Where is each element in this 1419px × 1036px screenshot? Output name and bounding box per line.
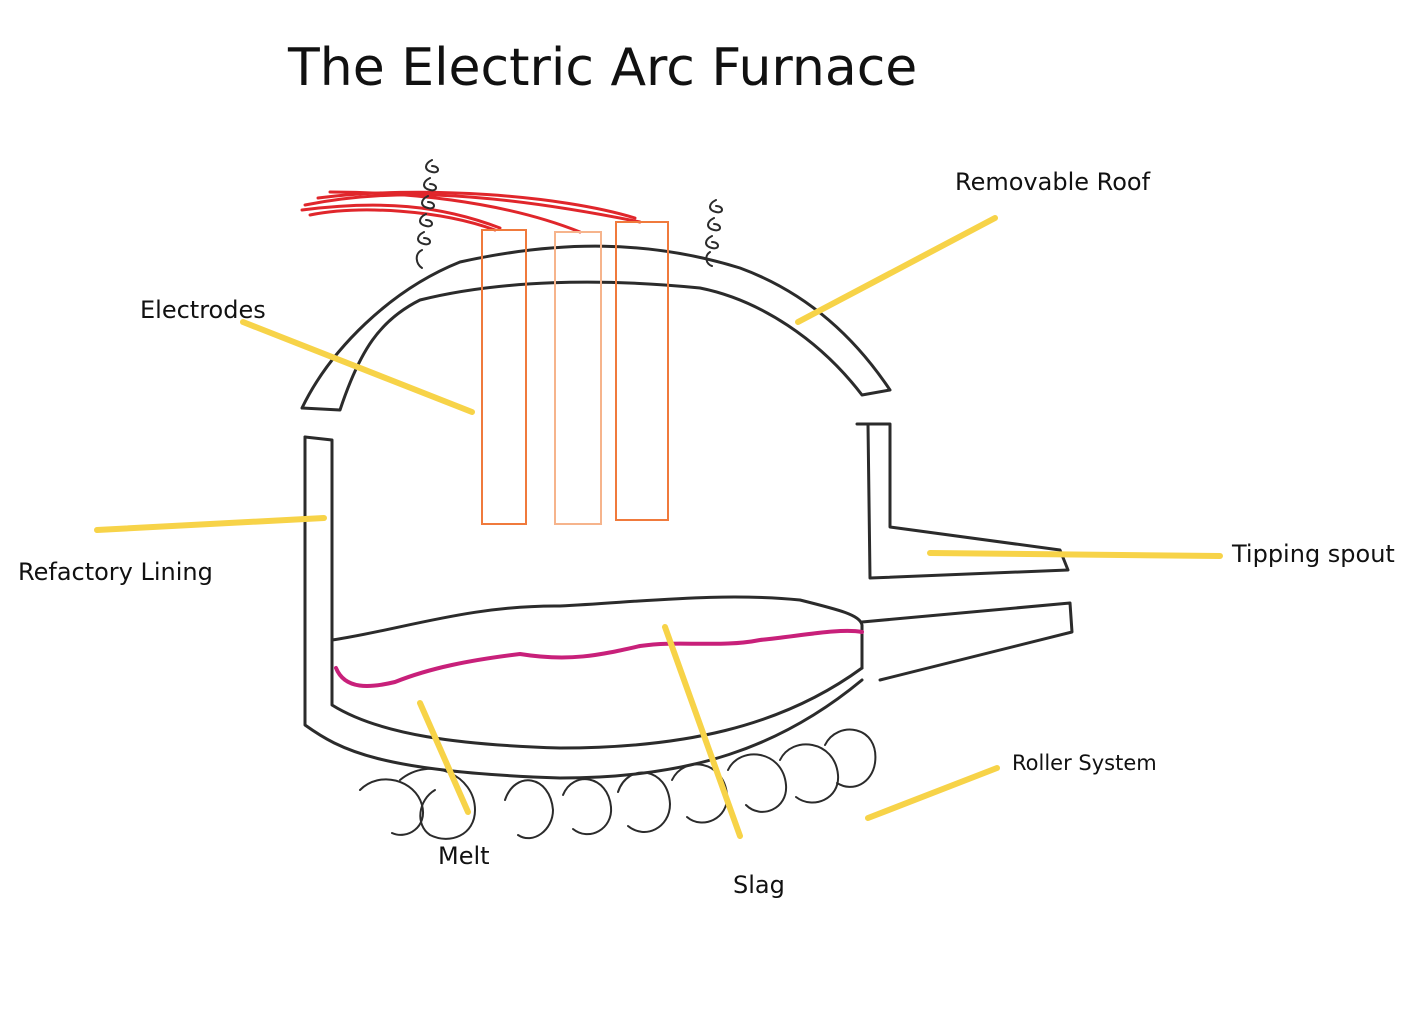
pointer-melt [417, 700, 471, 815]
pointer-electrodes [240, 319, 475, 415]
roller-system [359, 728, 877, 840]
pointer-removable-roof [795, 215, 998, 325]
label-melt: Melt [438, 842, 490, 870]
pointer-tipping-spout [927, 550, 1223, 559]
label-slag: Slag [733, 871, 785, 899]
label-removable-roof: Removable Roof [955, 168, 1151, 196]
label-electrodes: Electrodes [140, 296, 266, 324]
furnace-shell [303, 435, 864, 780]
pointer-lines [94, 215, 1223, 839]
removable-roof [300, 244, 892, 412]
power-wires [300, 190, 642, 234]
roof-coil-left [415, 159, 439, 269]
tipping-spout [855, 422, 1074, 682]
pointer-refactory-lining [94, 515, 327, 533]
label-tipping-spout: Tipping spout [1231, 540, 1395, 568]
roof-coil-right [705, 199, 723, 267]
diagram-title: The Electric Arc Furnace [287, 38, 917, 98]
electrodes [481, 221, 669, 525]
label-refactory-lining: Refactory Lining [18, 558, 213, 586]
pointer-slag [662, 624, 743, 839]
slag-interface [334, 628, 864, 688]
label-roller-system: Roller System [1012, 751, 1157, 775]
pointer-roller-system [865, 765, 1000, 821]
